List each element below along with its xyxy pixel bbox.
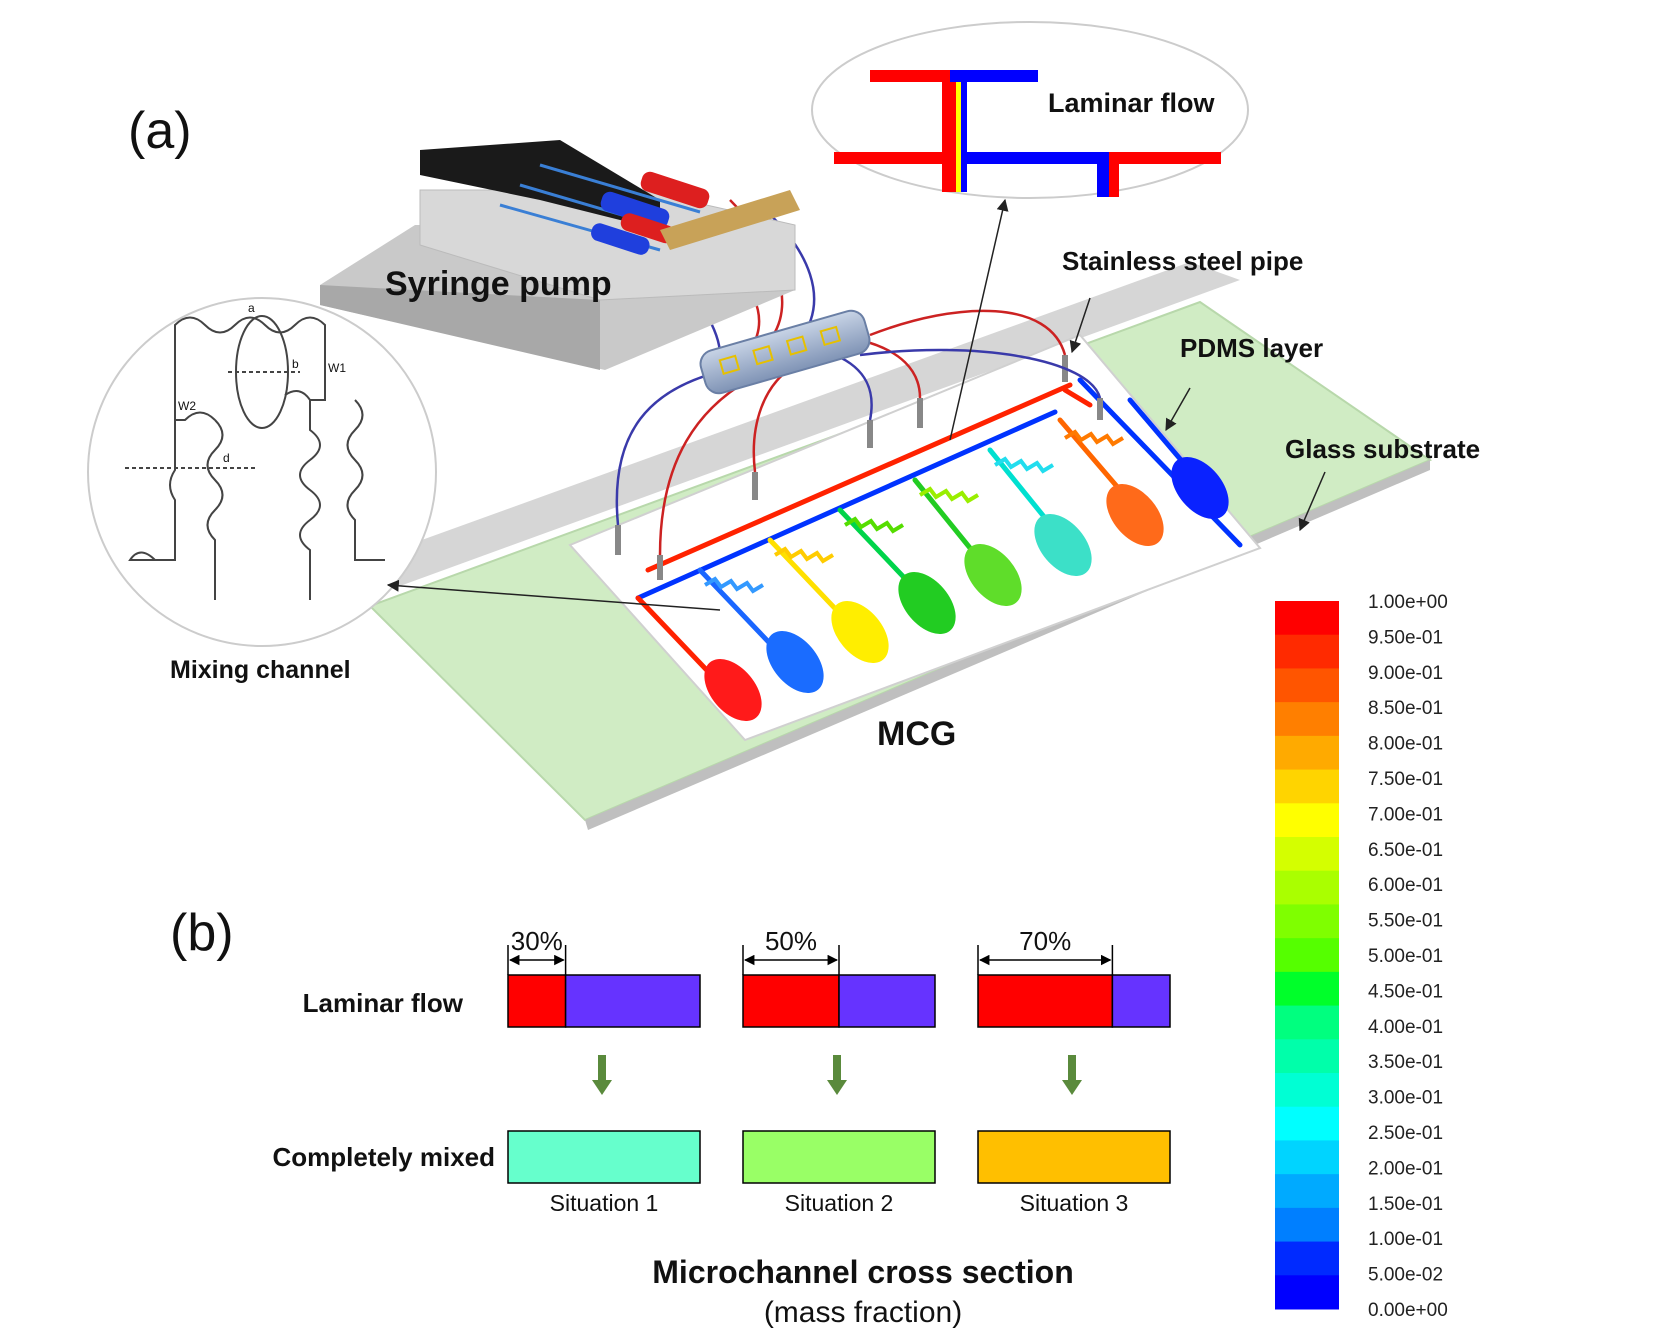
situation-1: 30% Situation 1 (507, 926, 701, 1216)
colorbar-swatch (1275, 1106, 1339, 1141)
laminar-red-segment (742, 974, 840, 1028)
colorbar-swatch (1275, 971, 1339, 1007)
colorbar-tick-label: 3.00e-01 (1368, 1088, 1443, 1109)
colorbar-swatch (1275, 837, 1339, 872)
steel-pipes (615, 355, 1103, 580)
row-label-laminar: Laminar flow (303, 988, 464, 1018)
fraction-label: 30% (511, 926, 563, 956)
colorbar-tick-label: 5.00e-01 (1368, 946, 1443, 967)
laminar-red-segment (977, 974, 1114, 1028)
mixed-cross-section (507, 1130, 701, 1184)
colorbar-swatch (1275, 1174, 1339, 1209)
colorbar-tick-label: 6.00e-01 (1368, 875, 1443, 896)
colorbar-tick-label: 5.00e-02 (1368, 1265, 1443, 1286)
colorbar-swatch (1275, 1207, 1339, 1243)
down-arrow-icon (827, 1080, 847, 1095)
colorbar-tick-label: 1.00e+00 (1368, 592, 1448, 613)
dim-b: b (292, 357, 299, 371)
colorbar-tick-label: 8.50e-01 (1368, 698, 1443, 719)
colorbar-swatch (1275, 702, 1339, 737)
caption-title: Microchannel cross section (652, 1254, 1073, 1290)
down-arrow-shaft (1068, 1055, 1076, 1081)
colorbar: 1.00e+00 9.50e-01 9.00e-01 8.50e-01 8.00e-01… (1275, 592, 1448, 1321)
colorbar-swatch (1275, 1140, 1339, 1175)
colorbar-swatch (1275, 1005, 1339, 1040)
colorbar-swatch (1275, 601, 1339, 636)
colorbar-swatch (1275, 1241, 1339, 1276)
glass-substrate-label: Glass substrate (1285, 434, 1480, 464)
colorbar-swatch (1275, 735, 1339, 771)
colorbar-tick-label: 5.50e-01 (1368, 911, 1443, 932)
row-label-mixed: Completely mixed (272, 1142, 495, 1172)
callout-arrows (386, 198, 1326, 611)
laminar-red-segment (507, 974, 567, 1028)
panel-a-label: (a) (128, 102, 192, 160)
mixed-cross-section (977, 1130, 1171, 1184)
fraction-label: 50% (765, 926, 817, 956)
fraction-label: 70% (1019, 926, 1071, 956)
pdms-layer-label: PDMS layer (1180, 333, 1323, 363)
colorbar-tick-label: 3.50e-01 (1368, 1052, 1443, 1073)
mixed-cross-section (742, 1130, 936, 1184)
down-arrow-icon (592, 1080, 612, 1095)
colorbar-swatch (1275, 769, 1339, 804)
colorbar-tick-label: 1.00e-01 (1368, 1229, 1443, 1250)
colorbar-tick-label: 2.00e-01 (1368, 1158, 1443, 1179)
down-arrow-icon (1062, 1080, 1082, 1095)
dim-d: d (223, 451, 230, 465)
panel-b-label: (b) (170, 904, 234, 962)
colorbar-tick-label: 8.00e-01 (1368, 734, 1443, 755)
situation-3: 70% Situation 3 (977, 926, 1171, 1216)
colorbar-swatch (1275, 1275, 1339, 1310)
tube-manifold (699, 309, 871, 395)
down-arrow-shaft (833, 1055, 841, 1081)
serpentine-mixers (703, 429, 1125, 594)
colorbar-tick-label: 0.00e+00 (1368, 1300, 1448, 1321)
syringe-pump: Syringe pump (320, 140, 800, 370)
colorbar-swatch (1275, 668, 1339, 703)
colorbar-tick-label: 4.50e-01 (1368, 981, 1443, 1002)
colorbar-tick-label: 7.00e-01 (1368, 804, 1443, 825)
laminar-blue-segment (838, 974, 936, 1028)
colorbar-tick-label: 9.50e-01 (1368, 627, 1443, 648)
colorbar-swatch (1275, 1039, 1339, 1074)
colorbar-tick-label: 9.00e-01 (1368, 663, 1443, 684)
caption-subtitle: (mass fraction) (764, 1296, 962, 1329)
colorbar-swatch (1275, 803, 1339, 838)
colorbar-tick-label: 6.50e-01 (1368, 840, 1443, 861)
laminar-flow-zoom-label: Laminar flow (1048, 88, 1216, 118)
colorbar-swatch (1275, 870, 1339, 905)
colorbar-swatch (1275, 634, 1339, 669)
dim-w2: W2 (178, 399, 196, 413)
mcg-label: MCG (877, 715, 956, 753)
colorbar-tick-label: 7.50e-01 (1368, 769, 1443, 790)
mixing-channel-zoom: a b W1 W2 d Mixing channel (87, 297, 437, 684)
mixing-channel-label: Mixing channel (170, 656, 351, 684)
outlet-chambers (704, 457, 1229, 721)
syringe-pump-label: Syringe pump (385, 265, 612, 303)
stainless-steel-pipe-label: Stainless steel pipe (1062, 246, 1303, 276)
laminar-flow-zoom: Laminar flow (811, 21, 1249, 199)
situation-name: Situation 2 (785, 1190, 894, 1216)
laminar-blue-segment (1111, 974, 1171, 1028)
colorbar-swatch (1275, 938, 1339, 973)
laminar-blue-segment (564, 974, 701, 1028)
situations: 30% Situation 1 50% Situation 2 70% Situation… (507, 926, 1171, 1216)
colorbar-tick-label: 4.00e-01 (1368, 1017, 1443, 1038)
situation-name: Situation 1 (550, 1190, 659, 1216)
colorbar-swatch (1275, 1073, 1339, 1108)
colorbar-tick-label: 1.50e-01 (1368, 1194, 1443, 1215)
colorbar-swatch (1275, 904, 1339, 939)
down-arrow-shaft (598, 1055, 606, 1081)
colorbar-tick-label: 2.50e-01 (1368, 1123, 1443, 1144)
dim-a: a (248, 301, 255, 315)
situation-2: 50% Situation 2 (742, 926, 936, 1216)
dim-w1: W1 (328, 361, 346, 375)
situation-name: Situation 3 (1020, 1190, 1129, 1216)
